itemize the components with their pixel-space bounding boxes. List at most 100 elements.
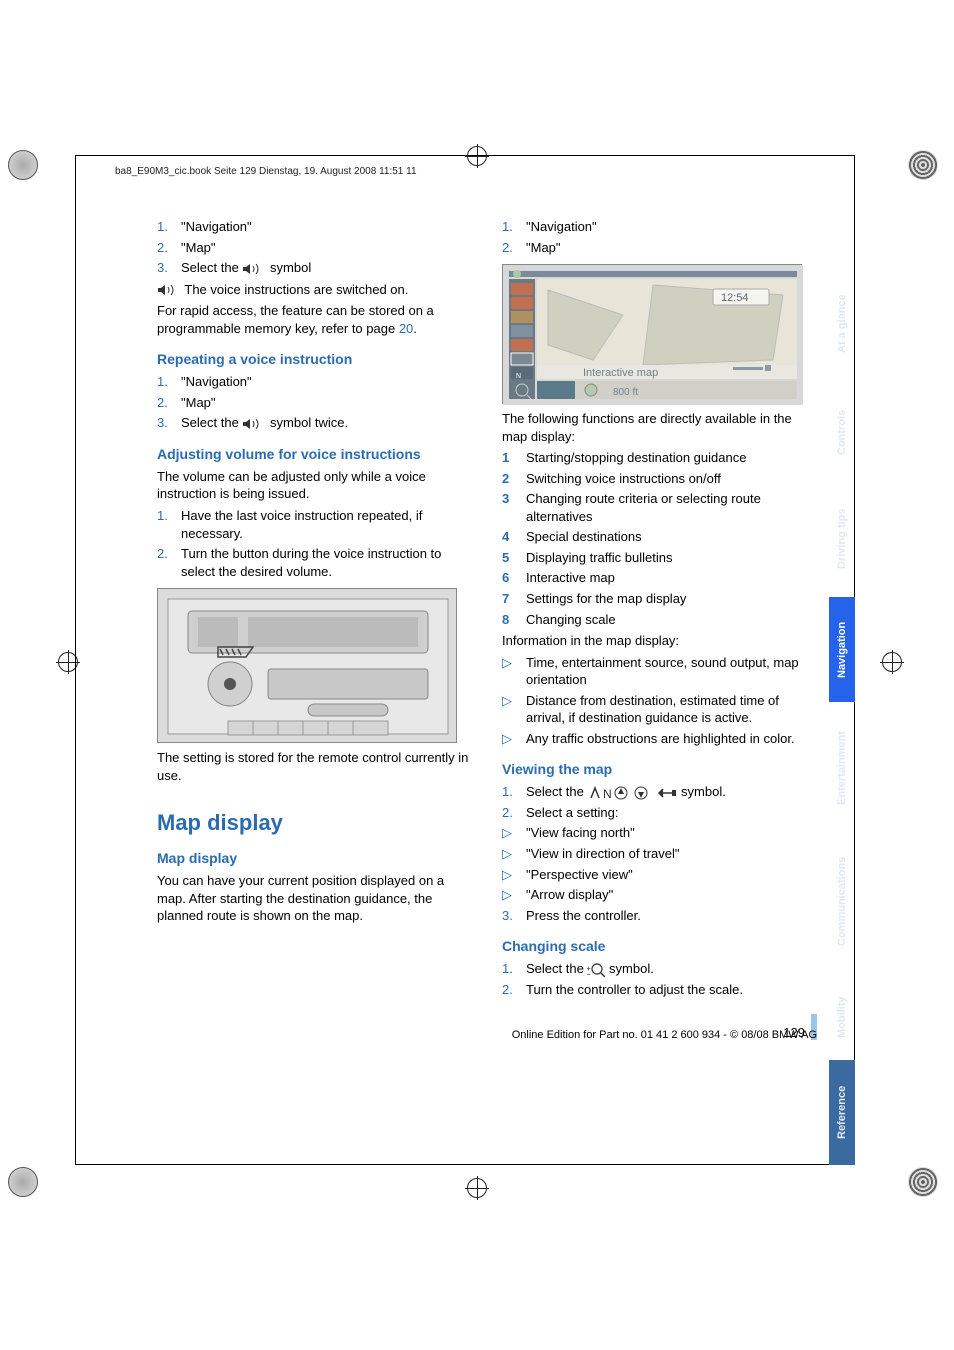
list-item: 2."Map": [157, 239, 472, 257]
ol-num: 2.: [157, 394, 181, 412]
svg-text:N: N: [516, 373, 521, 380]
print-mark-bl: [8, 1167, 46, 1205]
svg-text:800 ft: 800 ft: [613, 387, 638, 398]
speaker-icon: [157, 284, 181, 296]
voice-on-text: The voice instructions are switched on.: [181, 282, 408, 297]
list-item: 1."Navigation": [502, 218, 817, 236]
ol-num: 2.: [502, 981, 526, 999]
text-pre: Select the: [181, 260, 242, 275]
ol-num: 3.: [157, 259, 181, 277]
bullet-text: Time, entertainment source, sound output…: [526, 654, 817, 689]
bullet-text: "Arrow display": [526, 886, 817, 904]
tab-driving-tips[interactable]: Driving tips: [829, 486, 855, 591]
func-item: 2Switching voice instructions on/off: [502, 470, 817, 488]
adjust-para: The volume can be adjusted only while a …: [157, 468, 472, 503]
text-pre: Select the: [526, 961, 587, 976]
bullet-icon: ▷: [502, 692, 526, 727]
viewing-heading: Viewing the map: [502, 761, 817, 777]
bullet-icon: ▷: [502, 886, 526, 904]
ol-text: "Navigation": [181, 373, 472, 391]
ol-text: Press the controller.: [526, 907, 817, 925]
ol-num: 2.: [502, 239, 526, 257]
list-item: 2."Map": [157, 394, 472, 412]
ol-num: 2.: [157, 239, 181, 257]
bullet-icon: ▷: [502, 654, 526, 689]
ol-num: 1.: [157, 218, 181, 236]
following-para: The following functions are directly ava…: [502, 410, 817, 445]
adjust-heading: Adjusting volume for voice instructions: [157, 446, 472, 462]
map-display-h3: Map display: [157, 850, 472, 866]
tab-controls[interactable]: Controls: [829, 385, 855, 480]
print-mark-br: [908, 1167, 946, 1205]
ol-num: 1: [502, 449, 526, 467]
list-item: 2.Turn the controller to adjust the scal…: [502, 981, 817, 999]
ol-text: Turn the button during the voice instruc…: [181, 545, 472, 580]
ol-num: 6: [502, 569, 526, 587]
bullet-item: ▷Any traffic obstructions are highlighte…: [502, 730, 817, 748]
map-display-para: You can have your current position displ…: [157, 872, 472, 925]
info-para: Information in the map display:: [502, 632, 817, 650]
tab-at-a-glance[interactable]: At a glance: [829, 269, 855, 379]
text-pre: Select the: [181, 415, 242, 430]
tab-communications[interactable]: Communications: [829, 834, 855, 969]
bullet-item: ▷"View facing north": [502, 824, 817, 842]
ol-text: Changing scale: [526, 611, 817, 629]
ol-num: 3.: [502, 907, 526, 925]
text-post: symbol: [266, 260, 311, 275]
func-item: 4Special destinations: [502, 528, 817, 546]
speaker-icon: [242, 263, 266, 275]
func-item: 8Changing scale: [502, 611, 817, 629]
ol-num: 5: [502, 549, 526, 567]
print-mark-tr: [908, 150, 946, 188]
ol-text: Special destinations: [526, 528, 817, 546]
tab-navigation[interactable]: Navigation: [829, 597, 855, 702]
text: .: [413, 321, 417, 336]
tab-mobility[interactable]: Mobility: [829, 975, 855, 1060]
list-item: 1."Navigation": [157, 373, 472, 391]
ol-text: "Map": [526, 239, 817, 257]
ol-text: Settings for the map display: [526, 590, 817, 608]
map-display-h2: Map display: [157, 810, 472, 836]
func-item: 7Settings for the map display: [502, 590, 817, 608]
ol-num: 7: [502, 590, 526, 608]
side-tabs: Reference Mobility Communications Entert…: [829, 155, 855, 1165]
text-pre: Select the: [526, 784, 587, 799]
ol-text: Interactive map: [526, 569, 817, 587]
ol-num: 3: [502, 490, 526, 525]
changing-heading: Changing scale: [502, 938, 817, 954]
text-post: symbol.: [677, 784, 725, 799]
tab-reference[interactable]: Reference: [829, 1060, 855, 1165]
ol-text: "Map": [181, 239, 472, 257]
bullet-item: ▷Distance from destination, estimated ti…: [502, 692, 817, 727]
bullet-item: ▷Time, entertainment source, sound outpu…: [502, 654, 817, 689]
footer-line: Online Edition for Part no. 01 41 2 600 …: [502, 1029, 817, 1041]
voice-on-para: The voice instructions are switched on.: [157, 281, 472, 299]
magnifier-icon: +−: [587, 963, 605, 977]
list-item: 2.Turn the button during the voice instr…: [157, 545, 472, 580]
ol-num: 1.: [502, 783, 526, 801]
page-link[interactable]: 20: [399, 321, 413, 336]
bullet-text: "View facing north": [526, 824, 817, 842]
bullet-text: "View in direction of travel": [526, 845, 817, 863]
ol-text: Changing route criteria or selecting rou…: [526, 490, 817, 525]
ol-text: Switching voice instructions on/off: [526, 470, 817, 488]
svg-text:12:54: 12:54: [721, 292, 749, 304]
ol-num: 3.: [157, 414, 181, 432]
ol-text: Select the N symbol.: [526, 783, 817, 801]
ol-text: "Navigation": [181, 218, 472, 236]
content: 1."Navigation" 2."Map" 3.Select the symb…: [157, 218, 817, 1056]
book-header: ba8_E90M3_cic.book Seite 129 Dienstag, 1…: [115, 166, 417, 177]
bullet-item: ▷"Arrow display": [502, 886, 817, 904]
radio-image: [157, 588, 457, 743]
bullet-text: Any traffic obstructions are highlighted…: [526, 730, 817, 748]
list-item: 1.Select the N symbol.: [502, 783, 817, 801]
tab-entertainment[interactable]: Entertainment: [829, 708, 855, 828]
ol-text: "Navigation": [526, 218, 817, 236]
ol-num: 1.: [502, 218, 526, 236]
setting-para: The setting is stored for the remote con…: [157, 749, 472, 784]
bullet-icon: ▷: [502, 730, 526, 748]
ol-text: Starting/stopping destination guidance: [526, 449, 817, 467]
bullet-icon: ▷: [502, 824, 526, 842]
list-item: 1."Navigation": [157, 218, 472, 236]
ol-text: Displaying traffic bulletins: [526, 549, 817, 567]
